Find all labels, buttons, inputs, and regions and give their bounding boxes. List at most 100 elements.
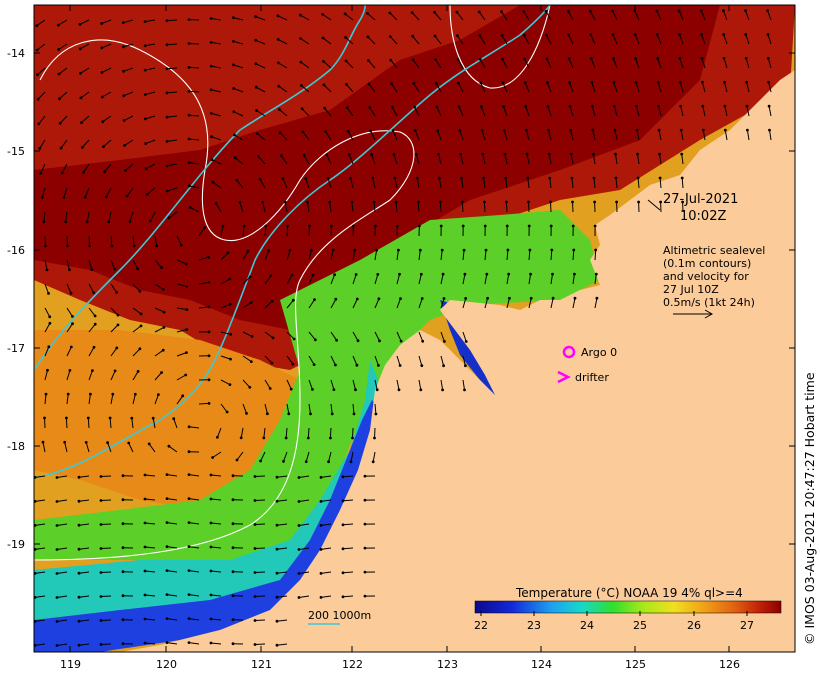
velocity-arrow-icon <box>88 307 96 317</box>
velocity-arrow-icon <box>279 132 288 141</box>
velocity-arrow-head <box>55 596 59 599</box>
velocity-arrow-head <box>185 351 188 354</box>
velocity-arrow-head <box>225 410 229 414</box>
velocity-arrow-head <box>207 305 211 309</box>
argo-label: Argo 0 <box>581 346 617 359</box>
velocity-arrow-head <box>351 436 354 440</box>
velocity-arrow-head <box>187 569 191 572</box>
velocity-arrow-icon <box>594 298 598 309</box>
velocity-arrow-head <box>264 224 268 228</box>
velocity-arrow-icon <box>329 202 332 213</box>
velocity-arrow-head <box>233 133 236 137</box>
velocity-arrow-icon <box>462 331 467 342</box>
velocity-arrow-icon <box>144 498 156 501</box>
velocity-arrow-head <box>281 177 285 181</box>
velocity-arrow-icon <box>144 618 156 621</box>
velocity-arrow-head <box>257 155 260 158</box>
velocity-arrow-head <box>723 128 727 132</box>
velocity-arrow-icon <box>570 154 574 165</box>
velocity-arrow-head <box>480 105 483 109</box>
velocity-arrow-icon <box>461 178 464 189</box>
velocity-arrow-icon <box>330 298 337 309</box>
map-time: 10:02Z <box>680 209 726 224</box>
map-frame <box>33 4 796 653</box>
velocity-arrow-head <box>151 416 155 420</box>
velocity-arrow-icon <box>590 34 596 45</box>
velocity-arrow-icon <box>391 83 398 93</box>
velocity-arrow-icon <box>188 43 200 45</box>
velocity-arrow-head <box>329 436 332 440</box>
velocity-arrow-head <box>415 176 419 180</box>
velocity-arrow-head <box>278 131 282 135</box>
velocity-arrow-icon <box>66 323 73 333</box>
velocity-arrow-icon <box>320 475 332 478</box>
velocity-arrow-head <box>138 347 142 351</box>
velocity-arrow-head <box>529 296 533 300</box>
map-plot-area <box>34 5 795 652</box>
velocity-arrow-icon <box>701 82 706 93</box>
temperature-colorbar: Temperature (°C) NOAA 19 4% ql>=4 22 23 … <box>474 586 782 632</box>
velocity-arrow-icon <box>34 547 46 550</box>
velocity-arrow-icon <box>745 58 750 69</box>
velocity-arrow-icon <box>37 91 46 100</box>
velocity-arrow-icon <box>81 139 90 148</box>
velocity-arrow-head <box>128 220 132 223</box>
velocity-arrow-icon <box>144 474 156 477</box>
velocity-arrow-icon <box>286 275 293 285</box>
velocity-arrow-head <box>90 268 94 271</box>
velocity-arrow-head <box>288 249 292 252</box>
velocity-arrow-head <box>188 206 192 209</box>
velocity-arrow-icon <box>548 130 552 141</box>
velocity-arrow-head <box>89 392 92 396</box>
velocity-arrow-icon <box>104 163 112 173</box>
velocity-arrow-icon <box>44 417 46 429</box>
velocity-arrow-head <box>291 362 295 366</box>
velocity-arrow-head <box>655 9 659 13</box>
velocity-arrow-icon <box>263 427 266 438</box>
velocity-arrow-icon <box>330 250 334 261</box>
velocity-arrow-icon <box>479 35 486 45</box>
velocity-arrow-head <box>44 392 48 396</box>
velocity-arrow-icon <box>679 82 684 93</box>
velocity-arrow-head <box>254 15 257 18</box>
velocity-arrow-icon <box>132 394 136 405</box>
velocity-arrow-icon <box>132 325 142 333</box>
velocity-arrow-icon <box>152 418 156 429</box>
velocity-arrow-head <box>411 34 415 38</box>
velocity-arrow-icon <box>276 475 288 478</box>
velocity-arrow-head <box>270 299 274 303</box>
velocity-arrow-icon <box>80 67 90 74</box>
velocity-arrow-icon <box>40 163 46 174</box>
velocity-arrow-icon <box>680 106 684 117</box>
velocity-arrow-icon <box>370 130 376 141</box>
velocity-arrow-icon <box>440 379 444 390</box>
velocity-arrow-head <box>323 106 327 110</box>
velocity-arrow-icon <box>352 427 354 439</box>
velocity-arrow-head <box>261 200 265 204</box>
velocity-arrow-head <box>500 10 503 14</box>
velocity-arrow-head <box>103 170 106 174</box>
velocity-arrow-icon <box>176 259 187 265</box>
velocity-arrow-icon <box>396 298 401 309</box>
velocity-arrow-icon <box>593 178 596 189</box>
velocity-arrow-head <box>187 89 191 93</box>
velocity-arrow-icon <box>284 202 288 213</box>
velocity-arrow-head <box>319 500 323 503</box>
colorbar-tick: 25 <box>633 619 647 632</box>
velocity-arrow-icon <box>549 178 552 189</box>
velocity-arrow-head <box>228 383 232 386</box>
velocity-arrow-icon <box>374 403 377 415</box>
velocity-arrow-icon <box>233 40 244 45</box>
velocity-arrow-icon <box>369 107 376 117</box>
velocity-arrow-head <box>181 394 185 398</box>
velocity-arrow-head <box>187 184 191 188</box>
velocity-arrow-icon <box>198 306 209 309</box>
velocity-arrow-icon <box>210 594 222 597</box>
velocity-arrow-icon <box>592 154 596 165</box>
velocity-arrow-icon <box>56 499 68 502</box>
velocity-arrow-head <box>45 268 49 272</box>
velocity-arrow-icon <box>345 37 354 45</box>
velocity-arrow-head <box>546 105 550 108</box>
velocity-arrow-icon <box>300 38 310 45</box>
velocity-arrow-icon <box>723 58 728 69</box>
